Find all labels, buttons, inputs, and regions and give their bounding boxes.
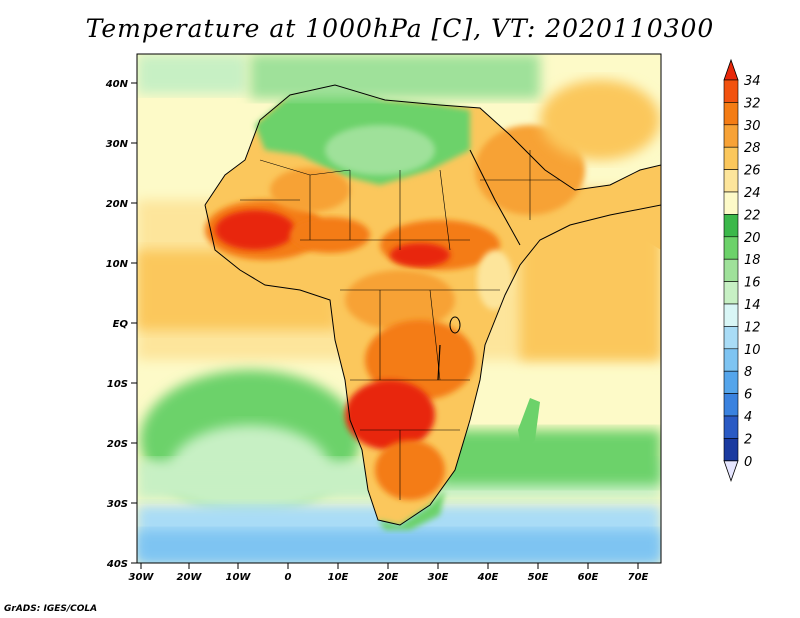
colorbar-label: 2 (744, 432, 752, 447)
colorbar-label: 6 (744, 388, 752, 403)
latitude-axis: 40N 30N 20N 10N EQ 10S 20S 30S 40S (105, 79, 137, 570)
colorbar-label: 4 (744, 410, 752, 425)
colorbar-swatch (723, 124, 739, 148)
angola-hot (345, 380, 435, 450)
colorbar-label: 34 (744, 74, 761, 89)
colorbar-label: 26 (744, 164, 761, 179)
colorbar-swatch (723, 370, 739, 394)
indian-ocean-green (440, 430, 661, 485)
southern-ocean-cold (137, 530, 661, 563)
lon-label: 10E (328, 572, 349, 583)
west-africa-hot (215, 210, 295, 250)
longitude-axis: 30W 20W 10W 0 10E 20E 30E 40E 50E 60E 70… (129, 563, 649, 583)
congo-warm (345, 270, 455, 330)
lon-label: 60E (578, 572, 599, 583)
lat-label: 30N (106, 139, 129, 150)
lat-label: 30S (107, 499, 128, 510)
lon-label: 10W (226, 572, 252, 583)
map-title: Temperature at 1000hPa [C], VT: 20201103… (85, 14, 715, 43)
lon-label: 30E (428, 572, 449, 583)
colorbar-bottom-arrow (723, 460, 739, 483)
lon-label: 70E (628, 572, 649, 583)
footer-credit: GrADS: IGES/COLA (4, 604, 98, 614)
colorbar-label: 14 (744, 298, 761, 313)
lon-label: 40E (477, 572, 499, 583)
sahara-light-green (325, 125, 435, 175)
lon-label: 20E (378, 572, 399, 583)
colorbar-top-arrow (723, 58, 739, 81)
south-coastline (204, 204, 661, 526)
colorbar-label: 12 (744, 320, 761, 335)
colorbar-swatch (723, 348, 739, 372)
europe-green (250, 54, 540, 99)
colorbar-swatch (723, 326, 739, 350)
colorbar-swatch (723, 415, 739, 439)
colorbar-label: 20 (744, 231, 761, 246)
lat-label: 20N (106, 199, 129, 210)
east-africa-highlands (477, 250, 513, 310)
colorbar-label: 0 (744, 455, 752, 470)
colorbar-label: 8 (744, 365, 752, 380)
lat-label: EQ (113, 319, 129, 330)
colorbar-swatch (723, 191, 739, 215)
colorbar-swatch (723, 169, 739, 193)
map-field (137, 54, 661, 563)
colorbar-label: 22 (744, 208, 761, 223)
colorbar-swatch (723, 214, 739, 238)
sahel-warm (290, 217, 370, 253)
lat-label: 20S (107, 439, 128, 450)
lon-label: 50E (528, 572, 549, 583)
lat-label: 40S (106, 559, 128, 570)
colorbar-label: 18 (744, 253, 761, 268)
colorbar-swatch (723, 102, 739, 126)
colorbar-label: 28 (744, 141, 761, 156)
colorbar-swatch (723, 393, 739, 417)
colorbar-swatch (723, 258, 739, 282)
red-sea-coast (469, 149, 521, 246)
country-borders (240, 150, 560, 500)
north-atlantic-cool (137, 54, 247, 94)
lat-label: 40N (105, 79, 129, 90)
lon-label: 30W (129, 572, 155, 583)
colorbar-swatch (723, 236, 739, 260)
colorbar-swatch (723, 303, 739, 327)
india-land (620, 190, 661, 250)
lat-label: 10S (107, 379, 128, 390)
colorbar-swatch (723, 438, 739, 462)
south-africa-coast (378, 490, 445, 530)
colorbar-label: 16 (744, 276, 761, 291)
colorbar-label: 30 (744, 119, 761, 134)
north-coastline (204, 84, 661, 206)
colorbar-swatch (723, 79, 739, 103)
madagascar (518, 398, 540, 452)
colorbar-label: 32 (744, 96, 761, 111)
plot-frame (136, 53, 662, 564)
colorbar-swatch (723, 146, 739, 170)
lake-tanganyika (437, 344, 441, 381)
lon-label: 0 (285, 572, 292, 583)
colorbar-swatch (723, 281, 739, 305)
colorbar-label: 24 (744, 186, 761, 201)
persia-warm (540, 80, 660, 160)
lake-victoria (449, 316, 461, 334)
southern-africa-warm (375, 440, 445, 500)
lon-label: 20W (177, 572, 203, 583)
lat-label: 10N (106, 259, 129, 270)
colorbar-label: 10 (744, 343, 761, 358)
sudan-hot (390, 243, 450, 267)
